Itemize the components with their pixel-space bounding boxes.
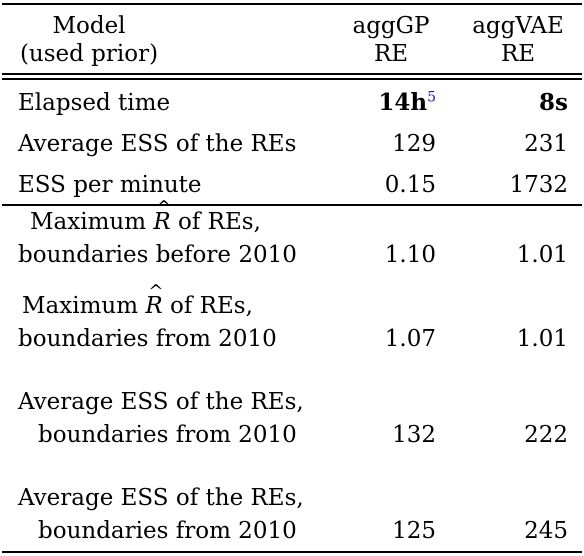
row-avg-ess-from-b-line2: boundaries from 2010 <box>38 518 297 544</box>
row-avg-ess-vae: 231 <box>524 131 568 157</box>
header-model-label: Model <box>52 13 126 39</box>
row-avg-ess-from-b-vae: 245 <box>524 518 568 544</box>
header-aggGP: aggGP <box>352 13 430 39</box>
row-rhat-before-line1: Maximum R of REs, <box>30 192 261 238</box>
top-rule <box>2 3 582 5</box>
header-double-rule-bottom <box>2 78 582 80</box>
header-aggVAE-sub: RE <box>500 41 536 67</box>
header-aggVAE: aggVAE <box>472 13 564 39</box>
header-aggGP-sub: RE <box>373 41 409 67</box>
row-avg-ess-from-a-vae: 222 <box>524 422 568 448</box>
bottom-rule <box>2 551 582 553</box>
header-prior-label: (used prior) <box>19 41 159 67</box>
mid-rule <box>2 204 582 206</box>
header-double-rule-top <box>2 73 582 75</box>
row-rhat-before-vae: 1.01 <box>516 242 568 268</box>
row-rhat-before-gp: 1.10 <box>384 242 436 268</box>
row-avg-ess-from-a-gp: 132 <box>392 422 436 448</box>
footnote-marker[interactable]: 5 <box>427 89 436 106</box>
row-avg-ess-from-a-line2: boundaries from 2010 <box>38 422 297 448</box>
row-elapsed-vae: 8s <box>539 89 568 116</box>
row-rhat-from-gp: 1.07 <box>384 326 436 352</box>
rhat-symbol: R <box>145 276 163 322</box>
rhat-symbol: R <box>153 192 171 238</box>
row-avg-ess-from-b-gp: 125 <box>392 518 436 544</box>
row-elapsed-label: Elapsed time <box>18 90 171 116</box>
row-rhat-before-line2: boundaries before 2010 <box>18 242 297 268</box>
row-ess-per-min-gp: 0.15 <box>384 172 436 198</box>
row-rhat-from-line1: Maximum R of REs, <box>22 276 253 322</box>
row-rhat-from-line2: boundaries from 2010 <box>18 326 277 352</box>
row-rhat-from-vae: 1.01 <box>516 326 568 352</box>
row-ess-per-min-label: ESS per minute <box>18 172 202 198</box>
row-avg-ess-label: Average ESS of the REs <box>18 131 297 157</box>
row-avg-ess-gp: 129 <box>392 131 436 157</box>
row-avg-ess-from-b-line1: Average ESS of the REs, <box>18 485 304 511</box>
row-avg-ess-from-a-line1: Average ESS of the REs, <box>18 389 304 415</box>
row-elapsed-gp: 14h5 <box>378 89 436 116</box>
row-ess-per-min-vae: 1732 <box>509 172 568 198</box>
